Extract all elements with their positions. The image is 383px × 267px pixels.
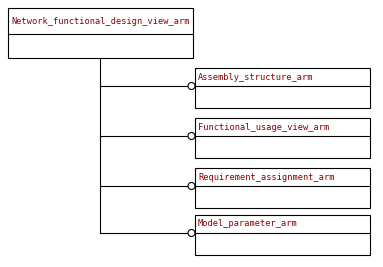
Bar xyxy=(195,215,370,255)
Circle shape xyxy=(188,183,195,190)
Circle shape xyxy=(188,132,195,139)
Bar xyxy=(195,68,370,108)
Circle shape xyxy=(188,230,195,237)
Text: Functional_usage_view_arm: Functional_usage_view_arm xyxy=(198,123,329,132)
Circle shape xyxy=(188,83,195,89)
Text: Assembly_structure_arm: Assembly_structure_arm xyxy=(198,73,314,81)
Bar xyxy=(195,168,370,208)
Text: Requirement_assignment_arm: Requirement_assignment_arm xyxy=(198,172,334,182)
Text: Model_parameter_arm: Model_parameter_arm xyxy=(198,219,298,229)
Bar xyxy=(8,8,193,58)
Bar xyxy=(195,118,370,158)
Text: Network_functional_design_view_arm: Network_functional_design_view_arm xyxy=(11,17,190,26)
